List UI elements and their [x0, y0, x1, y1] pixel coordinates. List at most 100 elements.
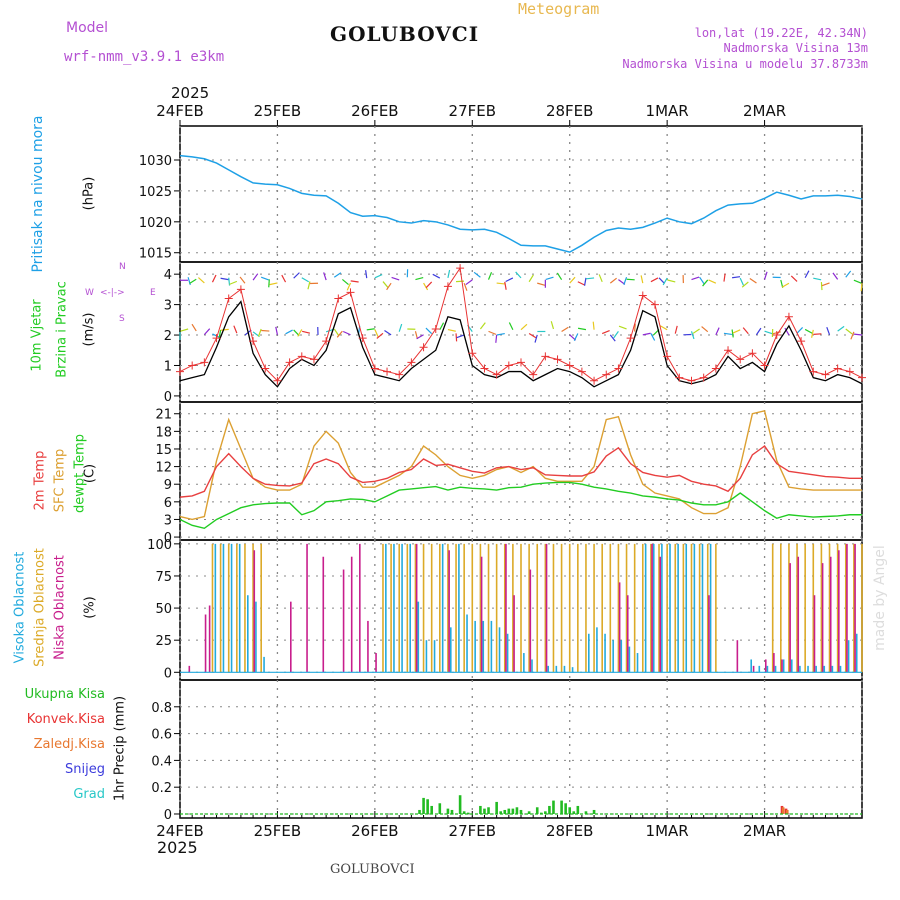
time-label-bottom: 1MAR — [646, 822, 689, 840]
gust-marker — [383, 367, 392, 376]
panel-frame-4 — [179, 679, 863, 819]
station-title: GOLUBOVCI — [330, 22, 480, 46]
gust-marker — [760, 361, 769, 370]
cloud-label-high: Visoka Oblacnost — [12, 551, 28, 664]
gust-marker — [784, 312, 793, 321]
time-label-bottom: 26FEB — [351, 822, 398, 840]
y-tick-label: 75 — [155, 570, 172, 585]
wind-arrow — [837, 325, 845, 332]
y-tick-label: 0 — [164, 808, 172, 823]
wind-arrow — [455, 333, 458, 342]
wind-arrow — [391, 276, 400, 281]
y-tick-label: 6 — [164, 496, 172, 511]
model-altitude: Nadmorska Visina u modelu 37.8733m — [622, 57, 868, 71]
wind-arrow — [346, 282, 352, 291]
precip-bar-0 — [462, 811, 466, 814]
year-bottom: 2025 — [157, 838, 198, 857]
wind-arrow — [384, 329, 392, 336]
wind-arrow — [699, 276, 705, 285]
wind-arrow — [755, 327, 762, 336]
wind-arrow — [211, 274, 217, 283]
wind-arrow — [569, 276, 576, 284]
temp-label-sfc: SFC Temp — [52, 448, 68, 513]
wind-arrow — [658, 277, 666, 285]
cloud-unit: (%) — [82, 596, 98, 619]
wind-arrow — [333, 328, 340, 336]
wind-arrow — [281, 274, 287, 283]
precip-bar-0 — [515, 807, 519, 814]
gust-marker — [492, 370, 501, 379]
temp-unit: (C) — [82, 463, 98, 484]
time-label-top: 26FEB — [351, 102, 398, 120]
y-tick-label: 1025 — [139, 185, 172, 200]
wind-arrow — [853, 333, 863, 336]
wind-arrow — [561, 326, 569, 332]
wind-arrow — [180, 328, 189, 332]
model-label: Model — [66, 20, 109, 36]
wind-arrow — [239, 276, 246, 284]
wind-arrow — [708, 279, 717, 284]
y-tick-label: 1015 — [139, 247, 172, 262]
gust-marker — [322, 337, 331, 346]
wind-arrow — [479, 322, 486, 330]
time-label-top: 24FEB — [156, 102, 203, 120]
wind-arrow — [342, 330, 351, 336]
gust-marker — [529, 370, 538, 379]
gust-marker — [687, 376, 696, 385]
wind-arrow — [269, 282, 278, 286]
compass-w: W — [85, 288, 94, 298]
wind-arrow — [650, 277, 659, 283]
precip-bar-0 — [572, 811, 576, 814]
wind-arrow — [701, 326, 709, 333]
precip-bar-0 — [495, 801, 498, 814]
wind-arrow — [260, 276, 269, 281]
wind-arrow — [350, 280, 359, 283]
gust-marker — [699, 373, 708, 382]
wind-arrow — [488, 330, 497, 335]
wind-arrow — [504, 281, 507, 290]
wind-speed-line — [179, 300, 863, 388]
time-label-bottom: 28FEB — [546, 822, 593, 840]
gust-marker — [443, 282, 452, 291]
y-tick-label: 9 — [164, 478, 172, 493]
y-tick-label: 0.4 — [151, 754, 172, 769]
gust-marker — [309, 355, 318, 364]
wind-arrow — [374, 273, 383, 279]
wind-arrow — [804, 328, 813, 334]
wind-arrow — [640, 275, 644, 284]
wind-arrow — [642, 332, 651, 336]
gust-marker — [285, 358, 294, 367]
gust-marker — [517, 358, 525, 367]
wind-arrow — [252, 273, 259, 281]
wind-arrow — [365, 270, 368, 279]
gust-marker — [261, 364, 270, 373]
pressure-title: Pritisak na nivou mora — [30, 115, 46, 273]
wind-arrow — [323, 272, 327, 281]
gust-marker — [358, 334, 367, 343]
wind-arrow — [520, 323, 528, 331]
time-label-bottom: 2MAR — [743, 822, 786, 840]
y-tick-label: 12 — [155, 461, 172, 476]
wind-arrow — [845, 328, 853, 335]
cloud-label-low: Niska Oblacnost — [52, 555, 68, 660]
gust-marker — [236, 285, 245, 294]
wind-arrow — [285, 329, 293, 335]
wind-arrow — [820, 282, 823, 291]
precip-unit: 1hr Precip (mm) — [112, 695, 128, 802]
wind-arrow — [586, 277, 595, 280]
precip-bar-0 — [544, 811, 547, 814]
panel-frame-0 — [179, 125, 863, 263]
precip-bar-0 — [564, 803, 567, 814]
wind-arrow — [515, 271, 522, 279]
y-tick-label: 0 — [164, 531, 172, 546]
wind-arrow — [293, 272, 300, 279]
wind-arrow — [723, 332, 732, 336]
wind-arrow — [821, 282, 830, 287]
wind-arrow — [764, 271, 768, 280]
wind-arrow — [414, 331, 418, 340]
wind-arrow — [723, 273, 726, 282]
y-tick-label: 100 — [147, 538, 172, 553]
precip-label-snow: Snijeg — [65, 762, 105, 777]
wind-arrow — [732, 329, 741, 334]
gust-marker — [176, 367, 184, 376]
